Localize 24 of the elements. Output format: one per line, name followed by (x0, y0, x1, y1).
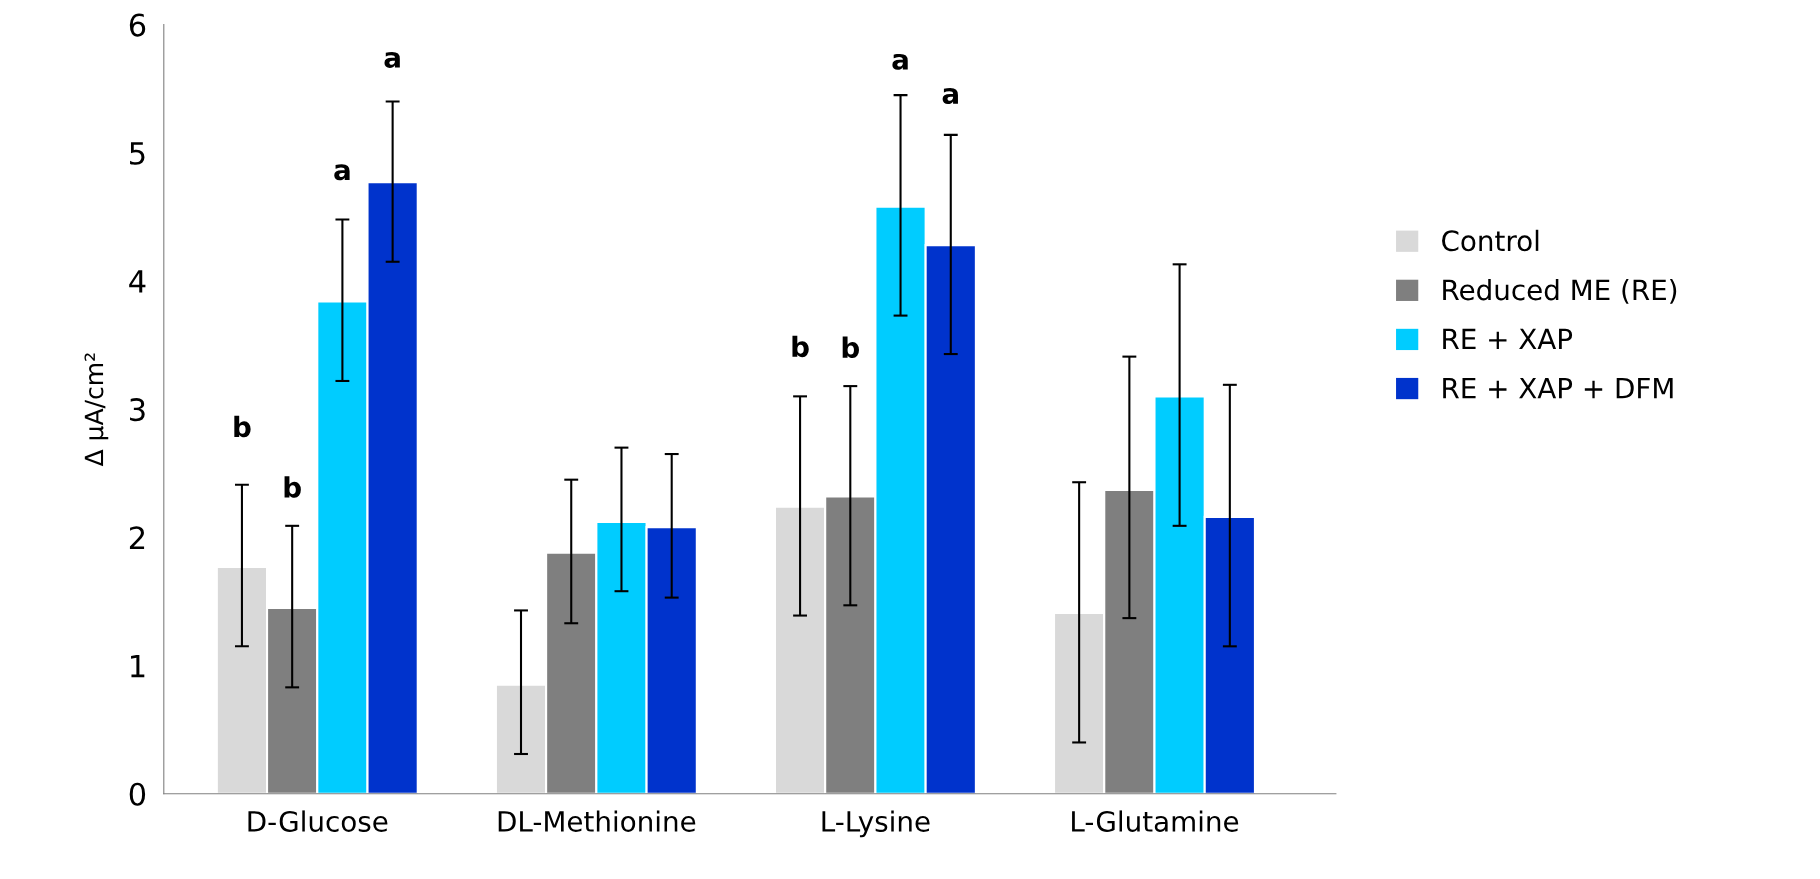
annotation: a (892, 53, 908, 70)
x-tick-label: DL-Methionine (498, 810, 696, 832)
y-tick-label: 3 (130, 398, 145, 422)
legend-label: RE + XAP (1443, 328, 1573, 350)
annotation: a (334, 164, 350, 181)
y-tick-label: 6 (129, 13, 146, 37)
x-tick-label: D-Glucose (248, 810, 388, 832)
annotation: b (792, 335, 809, 358)
annotation: b (842, 336, 859, 359)
x-tick-label: L-Lysine (822, 810, 930, 838)
annotation: a (384, 51, 400, 68)
y-tick-label: 5 (130, 142, 145, 165)
legend-label: RE + XAP + DFM (1443, 377, 1673, 399)
annotation: b (284, 476, 301, 498)
x-tick-label: L-Glutamine (1072, 810, 1239, 832)
y-tick-label: 0 (129, 782, 146, 806)
legend-label: Control (1442, 229, 1539, 252)
y-axis-title: Δ µA/cm² (84, 353, 109, 467)
annotation: b (234, 415, 251, 438)
legend-label: Reduced ME (RE) (1443, 278, 1677, 304)
y-tick-label: 2 (129, 526, 145, 549)
y-tick-label: 1 (131, 654, 145, 678)
annotation: a (942, 88, 958, 105)
y-tick-label: 4 (129, 270, 146, 293)
